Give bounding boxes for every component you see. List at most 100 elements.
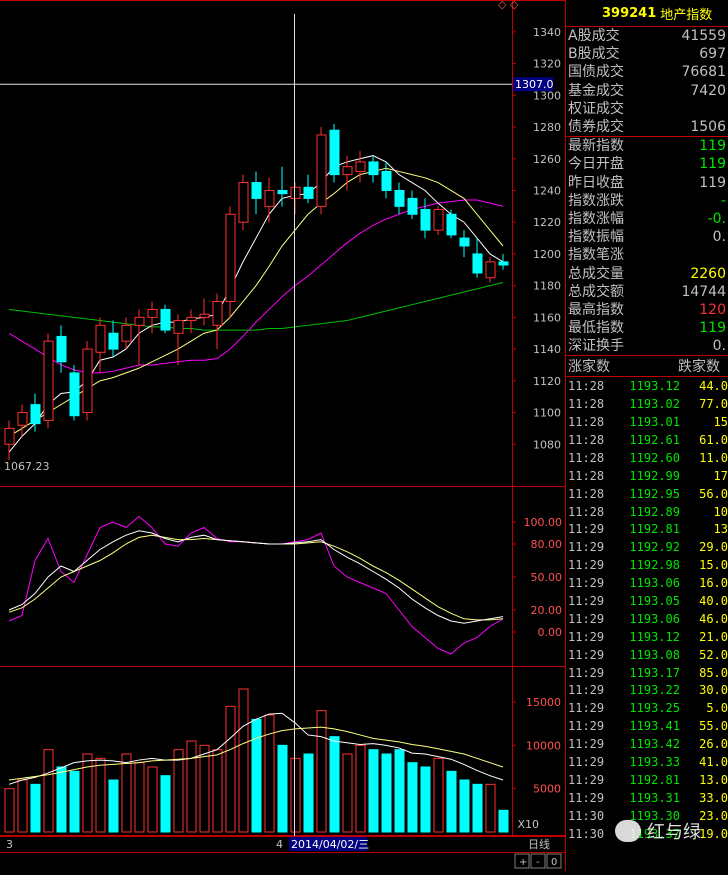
candle-body — [108, 332, 119, 350]
volume-bar — [394, 749, 405, 833]
tick-time: 11:29 — [568, 701, 605, 716]
tick-row: 11:29 1193.12 21.0 — [566, 628, 728, 646]
tick-volume: 46.0 — [699, 611, 728, 626]
index-stat-row: 指数笔涨 — [566, 246, 728, 264]
tick-volume: 56.0 — [699, 486, 728, 501]
volume-bar — [212, 749, 223, 833]
row-label: 最新指数 — [568, 138, 624, 155]
candle-body — [199, 313, 210, 318]
tick-price: 1193.06 — [629, 576, 680, 591]
volume-bar — [108, 779, 119, 833]
price-tick-label: 1180 — [533, 280, 561, 293]
tick-price: 1193.37 — [629, 826, 680, 841]
row-value: 0. — [712, 229, 726, 246]
price-tick-label: 1260 — [533, 153, 561, 166]
zoom-reset-button[interactable] — [546, 853, 562, 869]
tick-price: 1193.08 — [629, 647, 680, 662]
price-tick-label: 1160 — [533, 311, 561, 324]
price-tick-label: 1300 — [533, 89, 561, 102]
volume-bar — [17, 779, 28, 833]
kdj-tick-label: 100.00 — [524, 516, 563, 529]
tick-time: 11:29 — [568, 594, 605, 608]
period-label[interactable]: 日线 — [528, 837, 550, 851]
volume-ma10-line — [8, 726, 504, 781]
volume-bars — [4, 688, 509, 833]
tick-price: 1193.33 — [629, 755, 680, 770]
row-label: 深证换手 — [568, 338, 624, 355]
tick-row: 11:28 1192.61 61.0 — [566, 431, 728, 449]
candle-body — [472, 253, 483, 274]
tick-time: 11:29 — [568, 540, 605, 555]
tick-list[interactable]: 11:28 1193.12 44.0 11:28 1193.02 77.0 11:28 119… — [566, 377, 728, 842]
candle-body — [446, 213, 457, 236]
row-label: 指数振幅 — [568, 229, 624, 246]
tick-time: 11:29 — [568, 629, 605, 644]
candle-body — [342, 166, 353, 176]
kdj-tick-label: 80.00 — [531, 538, 563, 551]
turnover-row: 国债成交 76681 — [566, 63, 728, 81]
kline-chart-area[interactable]: 1340 1320 1300 1280 1260 1240 1220 1200 1180 1160… — [0, 0, 565, 871]
turnover-row: B股成交 697 — [566, 45, 728, 63]
volume-bar — [381, 753, 392, 833]
tick-header-up: 涨家数 — [568, 359, 610, 376]
price-tick-label: 1140 — [533, 343, 561, 356]
tick-volume: 11.0 — [699, 450, 728, 465]
crosshair-price-label: 1307.0 — [515, 78, 554, 91]
top-right-diamonds-icon[interactable]: ◇ ◇ — [498, 0, 519, 11]
volume-tick-label: 5000 — [533, 783, 561, 796]
index-stat-row: 深证换手 0. — [566, 337, 728, 355]
tick-price: 1193.31 — [629, 790, 680, 805]
row-label: 国债成交 — [568, 64, 624, 81]
index-stat-row: 指数涨幅 -0. — [566, 210, 728, 228]
candle-body — [407, 197, 418, 215]
tick-price: 1193.17 — [629, 665, 680, 680]
tick-volume: 29.0 — [699, 540, 728, 555]
candle-body — [498, 261, 509, 266]
kline-chart[interactable]: 1340 1320 1300 1280 1260 1240 1220 1200 1180 1160… — [0, 0, 565, 836]
row-value: 119 — [699, 156, 726, 173]
candle-body — [160, 308, 171, 331]
zoom-out-button[interactable] — [530, 853, 546, 869]
turnover-row: 债券成交 1506 — [566, 118, 728, 136]
volume-bar — [355, 744, 366, 833]
volume-ma5-line — [8, 712, 504, 785]
candle-body — [95, 324, 106, 353]
tick-time: 11:29 — [568, 737, 605, 752]
tick-time: 11:28 — [568, 415, 605, 430]
tick-time: 11:28 — [568, 504, 605, 519]
wechat-logo-icon — [615, 820, 641, 842]
candlesticks — [4, 123, 509, 461]
tick-volume: 16.0 — [699, 576, 728, 591]
kdj-tick-label: 50.00 — [531, 571, 563, 584]
zoom-in-button[interactable] — [514, 853, 530, 869]
tick-row: 11:30 1193.37 19.0 — [566, 825, 728, 843]
tick-price: 1193.12 — [629, 379, 680, 394]
tick-price: 1192.81 — [629, 772, 680, 787]
row-value: 0. — [712, 338, 726, 355]
tick-volume: 55.0 — [699, 719, 728, 734]
tick-row: 11:29 1193.42 26.0 — [566, 735, 728, 753]
quote-side-panel: 399241 地产指数 A股成交 41559 B股成交 697 国债成交 76681 基金成… — [565, 0, 728, 871]
candle-body — [290, 186, 301, 199]
volume-bar — [173, 749, 184, 833]
candle-body — [277, 189, 288, 195]
tick-volume: 13.0 — [699, 772, 728, 787]
tick-price: 1193.12 — [629, 629, 680, 644]
bottom-bar: 3 4 2014/04/02/三 日线 + - 0 — [0, 836, 565, 871]
row-value: 14744 — [681, 283, 726, 300]
volume-bar — [238, 688, 249, 833]
tick-price: 1192.92 — [629, 540, 680, 555]
tick-time: 11:29 — [568, 755, 605, 770]
turnover-row: 基金成交 7420 — [566, 82, 728, 100]
date-label: 2014/04/02/三 — [291, 838, 369, 851]
tick-time: 11:29 — [568, 558, 605, 573]
volume-bar — [303, 753, 314, 833]
index-stat-row: 总成交量 2260 — [566, 264, 728, 282]
tick-time: 11:29 — [568, 683, 605, 698]
tick-price: 1193.22 — [629, 683, 680, 698]
candle-body — [30, 404, 41, 425]
tick-price: 1192.61 — [629, 432, 680, 447]
zoom-out-label: - — [536, 857, 540, 868]
candle-body — [134, 316, 145, 326]
volume-bar — [43, 749, 54, 833]
